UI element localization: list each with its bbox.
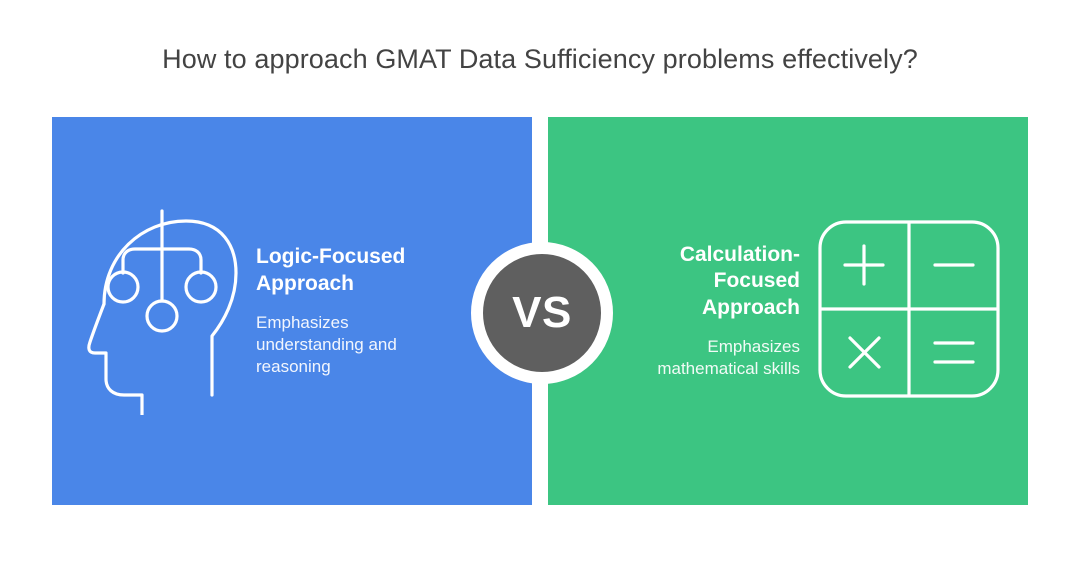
panel-left-heading: Logic-Focused Approach — [256, 244, 406, 295]
panel-left-content: Logic-Focused Approach Emphasizes unders… — [86, 203, 406, 420]
multiply-symbol — [848, 335, 881, 369]
panel-right-heading: Calculation-Focused Approach — [679, 242, 800, 320]
vs-badge-label: VS — [512, 288, 572, 337]
math-operations-grid-icon — [818, 219, 1000, 403]
panel-right-description: Emphasizes mathematical skills — [657, 337, 800, 379]
page-title: How to approach GMAT Data Sufficiency pr… — [162, 44, 918, 74]
panel-left-text: Logic-Focused Approach Emphasizes unders… — [256, 244, 406, 378]
equals-symbol — [933, 340, 975, 364]
panel-left-description: Emphasizes understanding and reasoning — [256, 312, 397, 376]
head-thought-nodes-icon — [86, 203, 238, 420]
vs-badge: VS — [471, 242, 613, 384]
panel-right-text: Calculation-Focused Approach Emphasizes … — [650, 242, 800, 381]
plus-symbol — [843, 243, 885, 286]
panel-calculation-focused: Calculation-Focused Approach Emphasizes … — [548, 117, 1028, 505]
panel-right-content: Calculation-Focused Approach Emphasizes … — [650, 219, 1000, 403]
panel-logic-focused: Logic-Focused Approach Emphasizes unders… — [52, 117, 532, 505]
